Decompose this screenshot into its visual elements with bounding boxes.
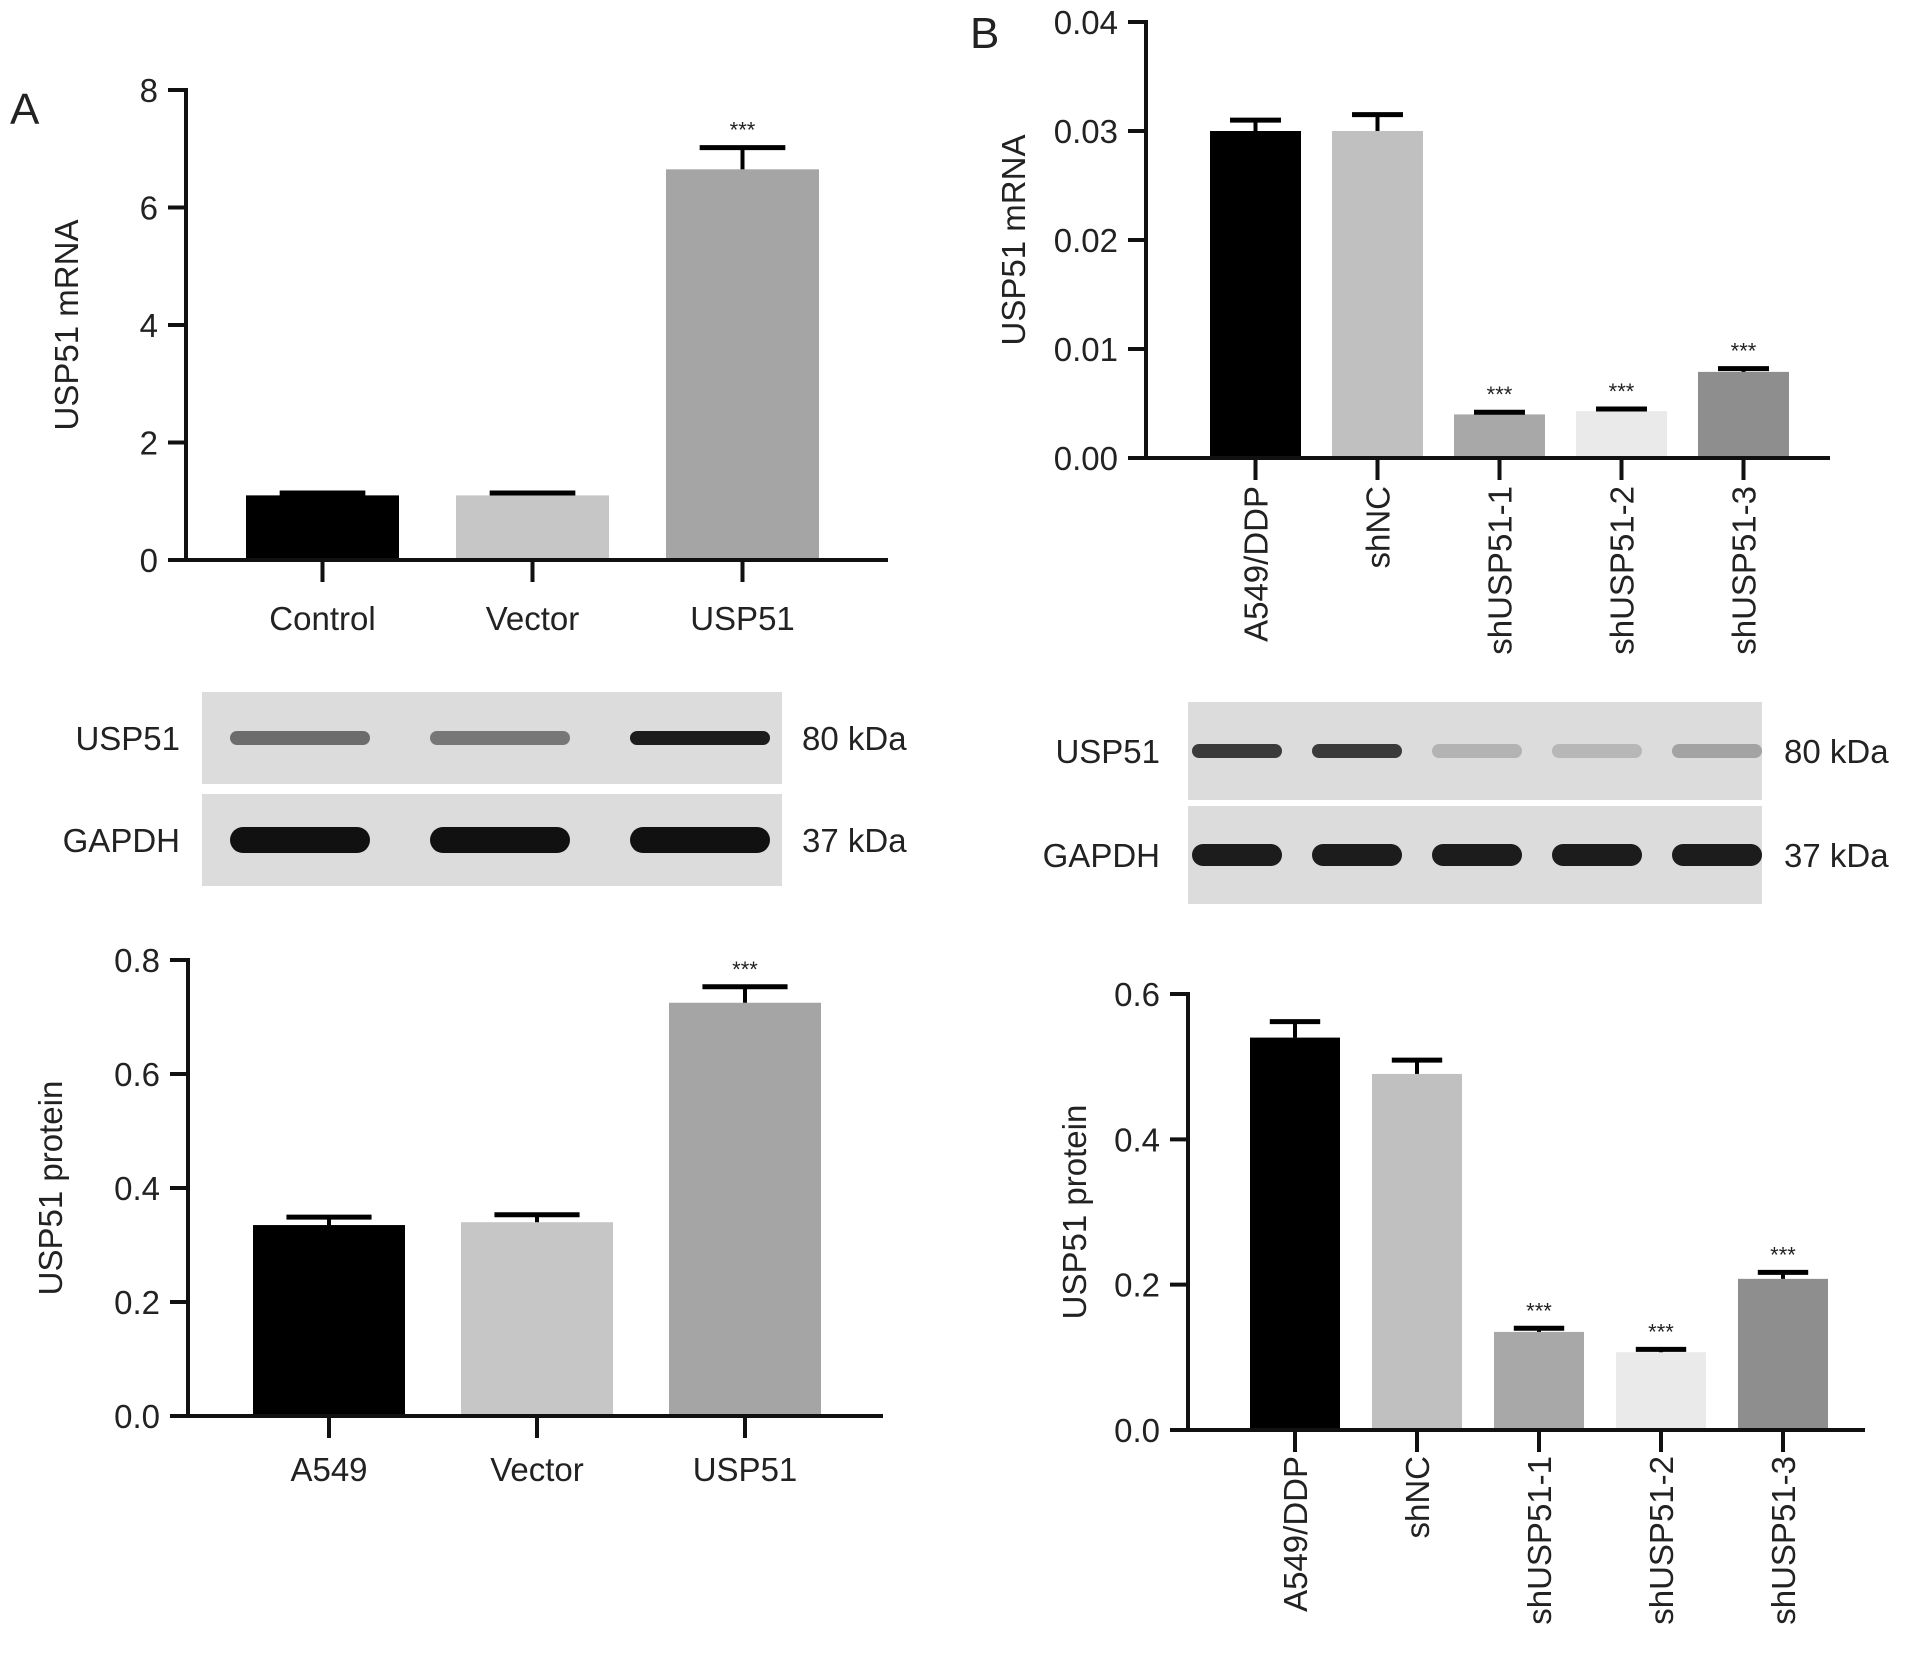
y-tick-label: 0.4 bbox=[114, 1170, 160, 1207]
blot-protein-label: GAPDH bbox=[1043, 837, 1160, 874]
chart-a-protein: *** 0.0 0.2 0.4 0.6 0.8 USP51 protein A549 Vecto… bbox=[32, 942, 883, 1488]
panel-label-b: B bbox=[970, 9, 999, 58]
y-axis-label: USP51 protein bbox=[1056, 1105, 1093, 1320]
x-tick-label: Vector bbox=[490, 1451, 584, 1488]
blot-band bbox=[1192, 744, 1282, 758]
bar-0 bbox=[1250, 1037, 1340, 1430]
significance-label: *** bbox=[730, 118, 756, 143]
y-tick-label: 0.00 bbox=[1054, 440, 1118, 477]
western-blot-b: USP51 80 kDa GAPDH 37 kDa bbox=[1043, 702, 1889, 904]
chart-b-protein: *** *** *** 0.0 0.2 0.4 0.6 USP51 protein A549/D… bbox=[1056, 976, 1865, 1625]
y-tick-label: 0.03 bbox=[1054, 113, 1118, 150]
blot-band bbox=[230, 827, 370, 853]
y-axis-label: USP51 mRNA bbox=[995, 135, 1032, 346]
y-tick-label: 4 bbox=[140, 307, 158, 344]
western-blot-a: USP51 80 kDa GAPDH 37 kDa bbox=[63, 692, 907, 886]
significance-label: *** bbox=[1609, 379, 1635, 404]
blot-band bbox=[1312, 744, 1402, 758]
bar-3 bbox=[1576, 411, 1667, 458]
y-tick-label: 0.04 bbox=[1054, 4, 1118, 41]
bar-2 bbox=[666, 169, 819, 560]
y-tick-label: 0 bbox=[140, 542, 158, 579]
bar-0 bbox=[253, 1225, 405, 1416]
blot-strip-usp51 bbox=[1188, 702, 1762, 800]
x-tick-label: A549/DDP bbox=[1238, 486, 1275, 642]
x-tick-label: shNC bbox=[1399, 1456, 1436, 1539]
y-tick-label: 0.02 bbox=[1054, 222, 1118, 259]
x-tick-label: A549/DDP bbox=[1277, 1456, 1314, 1612]
blot-band bbox=[1432, 844, 1522, 866]
chart-b-mrna: *** *** *** 0.00 0.01 0.02 0.03 0.04 USP51 mRNA A… bbox=[995, 4, 1830, 655]
blot-band bbox=[1552, 744, 1642, 758]
y-tick-label: 2 bbox=[140, 425, 158, 462]
bar-1 bbox=[461, 1222, 613, 1416]
x-tick-label: shUSP51-2 bbox=[1604, 486, 1641, 655]
x-tick-label: shUSP51-1 bbox=[1521, 1456, 1558, 1625]
bar-4 bbox=[1738, 1278, 1828, 1430]
panel-label-a: A bbox=[10, 85, 40, 134]
significance-label: *** bbox=[1648, 1319, 1674, 1344]
bar-2 bbox=[1454, 414, 1545, 458]
y-tick-label: 0.4 bbox=[1114, 1121, 1160, 1158]
blot-band bbox=[630, 731, 770, 745]
bar-1 bbox=[1372, 1073, 1462, 1430]
blot-protein-label: GAPDH bbox=[63, 822, 180, 859]
y-axis-label: USP51 protein bbox=[32, 1081, 69, 1296]
bar-1 bbox=[1332, 131, 1423, 458]
blot-band bbox=[1432, 744, 1522, 758]
x-tick-label: shUSP51-3 bbox=[1765, 1456, 1802, 1625]
blot-band bbox=[430, 731, 570, 745]
blot-band bbox=[430, 827, 570, 853]
x-tick-label: USP51 bbox=[693, 1451, 798, 1488]
blot-band bbox=[1672, 744, 1762, 758]
bar-4 bbox=[1698, 371, 1789, 458]
bar-0 bbox=[1210, 131, 1301, 458]
x-tick-label: Control bbox=[269, 600, 375, 637]
x-tick-label: shUSP51-3 bbox=[1726, 486, 1763, 655]
blot-size-label: 80 kDa bbox=[802, 720, 907, 757]
bar-3 bbox=[1616, 1352, 1706, 1430]
y-tick-label: 8 bbox=[140, 72, 158, 109]
blot-size-label: 80 kDa bbox=[1784, 733, 1889, 770]
x-tick-label: shNC bbox=[1360, 486, 1397, 569]
y-tick-label: 0.0 bbox=[114, 1398, 160, 1435]
blot-size-label: 37 kDa bbox=[802, 822, 907, 859]
y-tick-label: 0.2 bbox=[1114, 1267, 1160, 1304]
chart-a-mrna: *** 0 2 4 6 8 USP51 mRNA Control Vector USP51 bbox=[48, 72, 888, 637]
blot-band bbox=[230, 731, 370, 745]
blot-band bbox=[1192, 844, 1282, 866]
blot-band bbox=[630, 827, 770, 853]
x-tick-label: A549 bbox=[290, 1451, 367, 1488]
blot-band bbox=[1312, 844, 1402, 866]
x-tick-label: shUSP51-1 bbox=[1482, 486, 1519, 655]
y-tick-label: 0.0 bbox=[1114, 1412, 1160, 1449]
x-tick-label: shUSP51-2 bbox=[1643, 1456, 1680, 1625]
significance-label: *** bbox=[1487, 382, 1513, 407]
y-tick-label: 0.6 bbox=[114, 1056, 160, 1093]
blot-band bbox=[1672, 844, 1762, 866]
bar-2 bbox=[1494, 1331, 1584, 1430]
significance-label: *** bbox=[1731, 339, 1757, 364]
significance-label: *** bbox=[1770, 1242, 1796, 1267]
y-tick-label: 0.6 bbox=[1114, 976, 1160, 1013]
y-tick-label: 0.8 bbox=[114, 942, 160, 979]
bar-2 bbox=[669, 1002, 821, 1416]
y-tick-label: 0.01 bbox=[1054, 331, 1118, 368]
blot-protein-label: USP51 bbox=[1055, 733, 1160, 770]
blot-protein-label: USP51 bbox=[75, 720, 180, 757]
bar-0 bbox=[246, 495, 399, 560]
blot-size-label: 37 kDa bbox=[1784, 837, 1889, 874]
y-axis-label: USP51 mRNA bbox=[48, 220, 85, 431]
significance-label: *** bbox=[732, 957, 758, 982]
x-tick-label: USP51 bbox=[690, 600, 795, 637]
x-tick-label: Vector bbox=[486, 600, 580, 637]
significance-label: *** bbox=[1526, 1298, 1552, 1323]
y-tick-label: 0.2 bbox=[114, 1284, 160, 1321]
blot-band bbox=[1552, 844, 1642, 866]
bar-1 bbox=[456, 495, 609, 560]
y-tick-label: 6 bbox=[140, 190, 158, 227]
